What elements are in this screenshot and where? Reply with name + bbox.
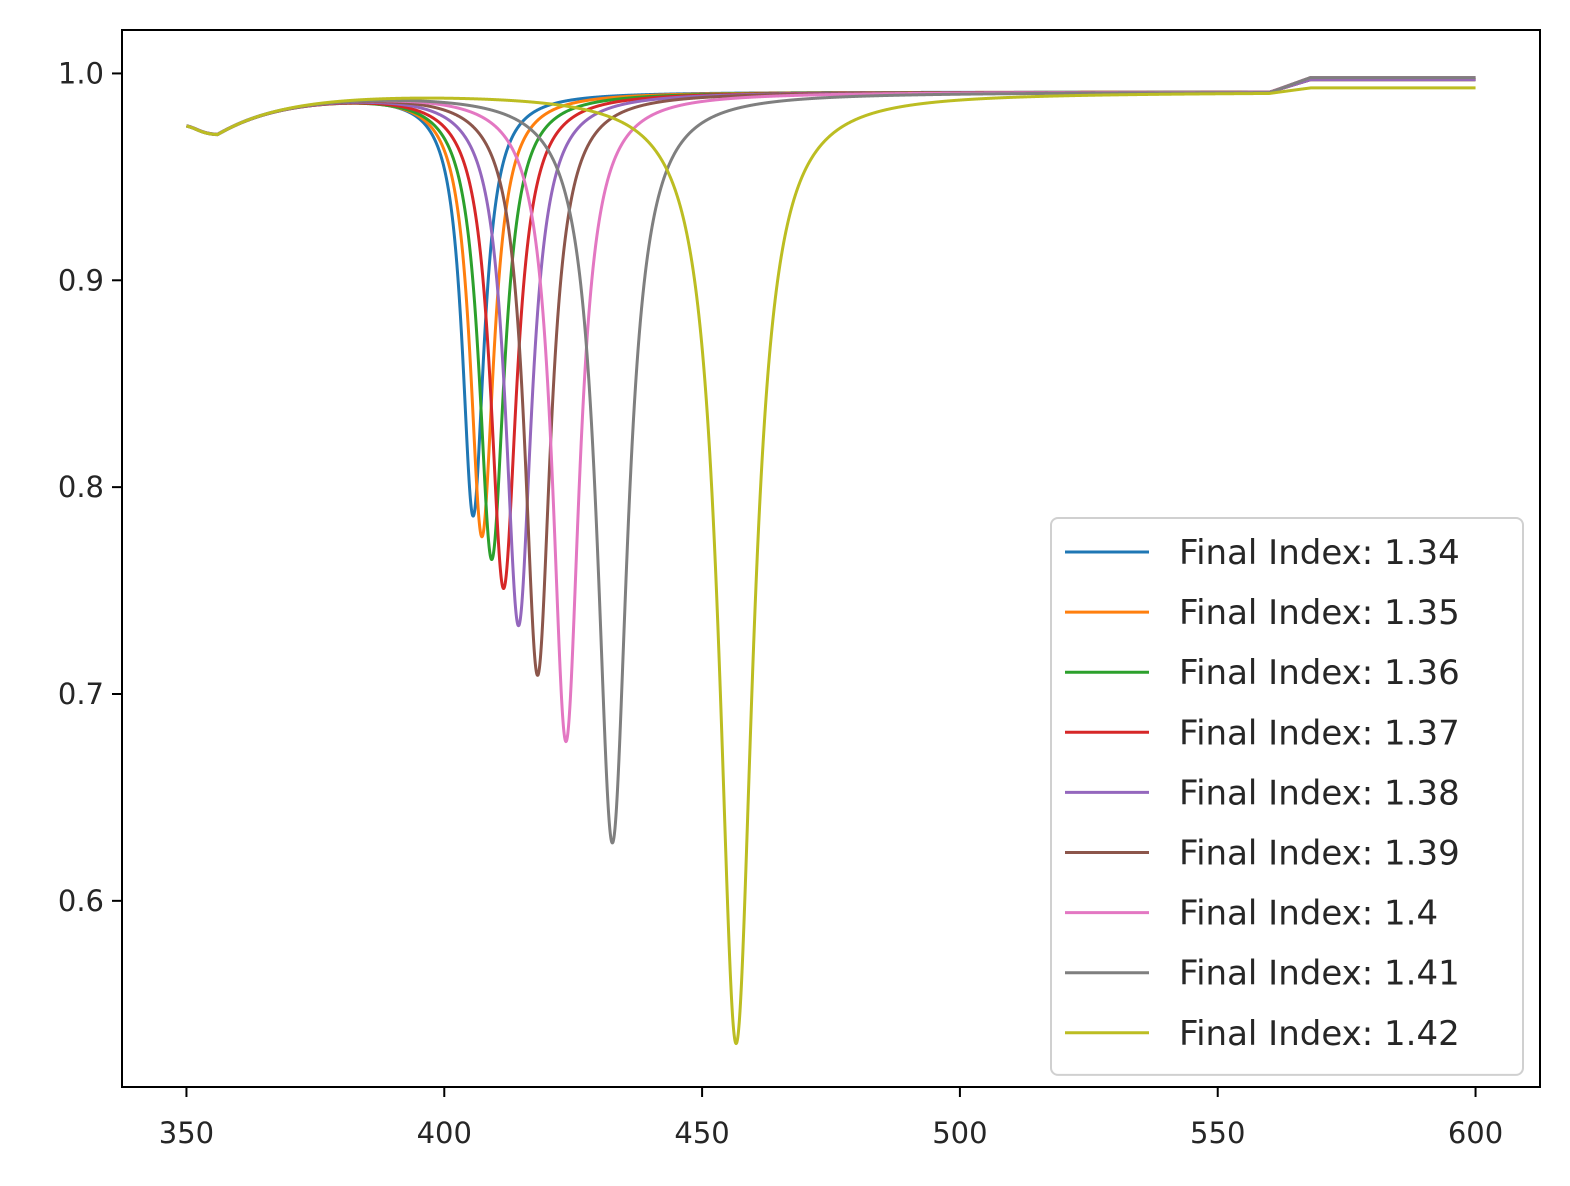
series-layer [185, 76, 1477, 1046]
legend-box [1050, 517, 1524, 1076]
series-line-4 [185, 78, 1477, 590]
series-line-3 [185, 78, 1477, 562]
x-tick-label: 400 [417, 1116, 472, 1150]
x-axis: 350 400 450 500 550 600 [159, 1087, 1503, 1150]
series-line-9 [185, 86, 1477, 1046]
y-tick-label: 0.9 [58, 263, 104, 297]
legend-label: Final Index: 1.35 [1179, 593, 1460, 633]
x-tick-label: 500 [932, 1116, 987, 1150]
x-tick-label: 600 [1448, 1116, 1503, 1150]
legend-label: Final Index: 1.39 [1179, 834, 1460, 874]
y-tick-label: 0.6 [58, 884, 104, 918]
legend-label: Final Index: 1.36 [1179, 653, 1460, 693]
x-tick-label: 550 [1190, 1116, 1245, 1150]
legend: Final Index: 1.34 Final Index: 1.35 Final … [1050, 517, 1524, 1076]
series-line-1 [185, 78, 1477, 518]
y-tick-label: 1.0 [58, 56, 104, 90]
plot-frame [121, 29, 1541, 1088]
legend-label: Final Index: 1.38 [1179, 773, 1460, 813]
y-tick-label: 0.7 [58, 677, 104, 711]
legend-label: Final Index: 1.37 [1179, 713, 1460, 753]
y-tick-label: 0.8 [58, 470, 104, 504]
legend-label: Final Index: 1.42 [1179, 1014, 1460, 1054]
series-line-2 [185, 78, 1477, 539]
legend-label: Final Index: 1.4 [1179, 894, 1438, 934]
legend-label: Final Index: 1.41 [1179, 954, 1460, 994]
legend-label: Final Index: 1.34 [1179, 533, 1460, 573]
y-axis: 0.6 0.7 0.8 0.9 1.0 [58, 56, 122, 918]
x-tick-label: 450 [674, 1116, 729, 1150]
x-tick-label: 350 [159, 1116, 214, 1150]
